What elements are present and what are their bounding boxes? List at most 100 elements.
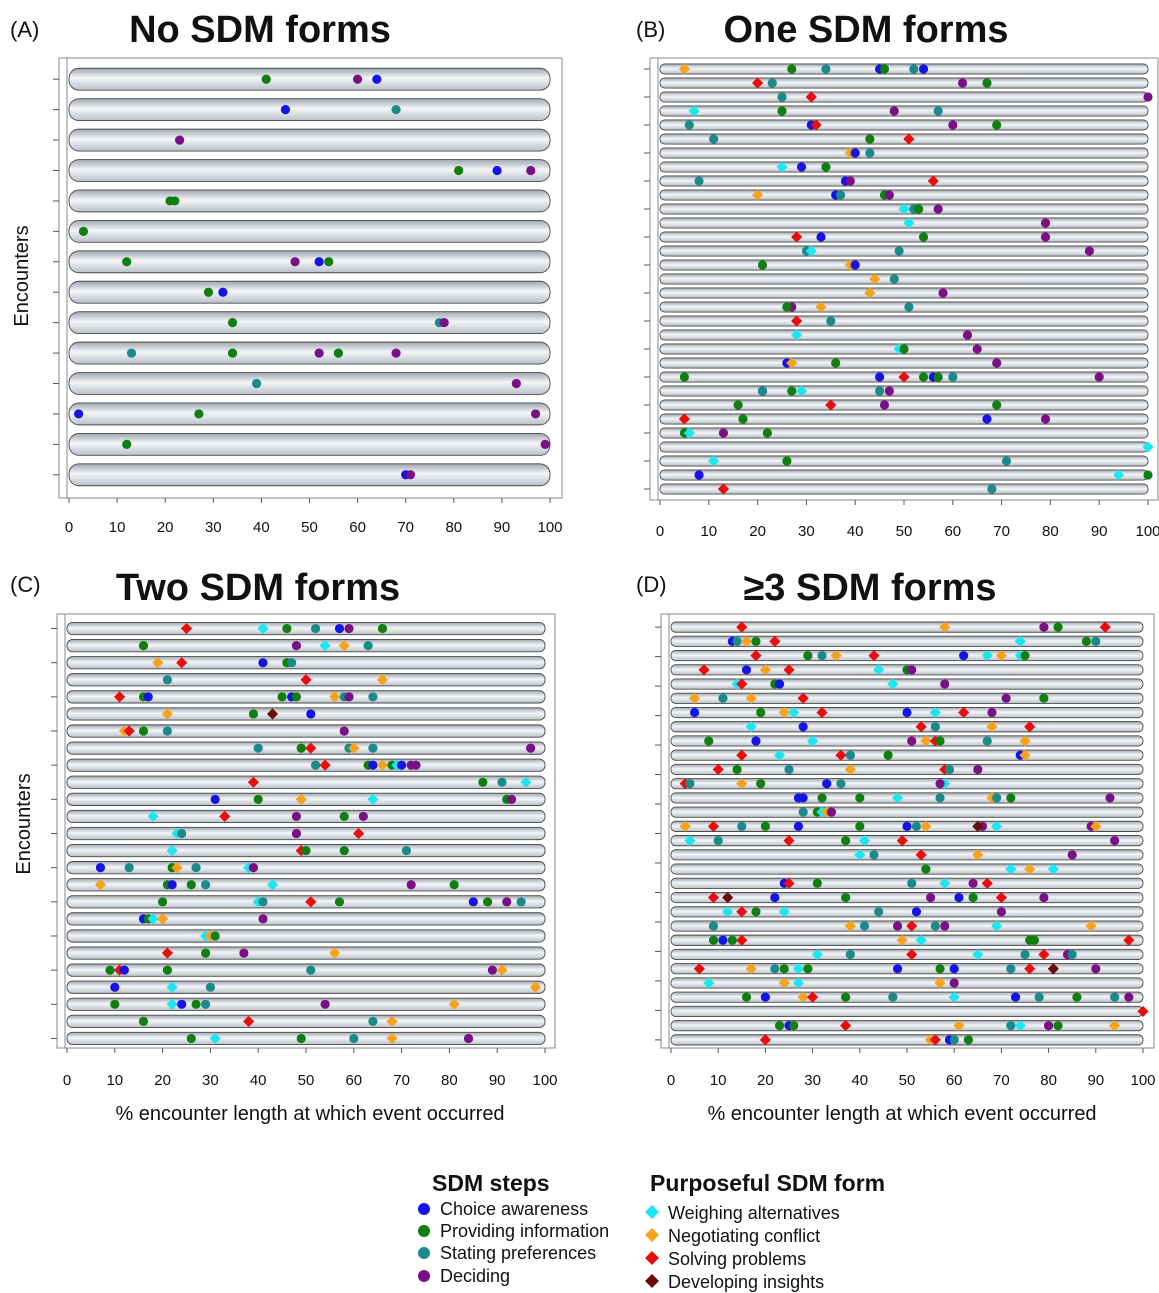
x-tick-label: 20 <box>749 523 766 540</box>
encounter-row <box>670 806 1144 818</box>
stating-preferences-marker <box>368 743 378 753</box>
encounter-row <box>66 690 546 704</box>
providing-information-marker <box>170 196 180 206</box>
providing-information-marker <box>787 386 797 396</box>
stating-preferences-marker <box>869 850 879 860</box>
providing-information-marker <box>296 1033 306 1044</box>
stating-preferences-marker <box>368 692 378 702</box>
encounter-row <box>66 826 546 841</box>
providing-information-marker <box>1143 470 1153 480</box>
encounter-row <box>66 673 546 687</box>
negotiating-conflict-marker <box>844 920 856 932</box>
solving-problems-marker <box>816 706 828 719</box>
weighing-alternatives-marker <box>683 427 695 439</box>
encounter-bar <box>68 463 551 487</box>
stating-preferences-marker <box>708 921 719 931</box>
weighing-alternatives-marker <box>807 735 819 747</box>
weighing-alternatives-marker <box>805 245 817 257</box>
encounter-bar <box>659 427 1149 439</box>
providing-information-marker <box>992 120 1002 130</box>
stating-preferences-marker <box>845 949 855 960</box>
encounter-bar <box>66 963 546 977</box>
stating-preferences-marker <box>948 372 958 382</box>
encounter-bar <box>659 63 1149 75</box>
encounter-row <box>670 835 1144 847</box>
legend: SDM steps Choice awareness Providing inf… <box>418 1170 885 1292</box>
solving-problems-marker <box>906 948 918 961</box>
encounter-row <box>659 455 1149 467</box>
stating-preferences-marker <box>684 120 694 130</box>
weighing-alternatives-marker <box>703 977 715 989</box>
providing-information-marker <box>817 793 827 803</box>
solving-problems-marker <box>981 877 993 889</box>
deciding-marker <box>344 623 354 634</box>
encounter-bar <box>68 189 551 213</box>
stating-preferences-marker <box>191 863 201 873</box>
solving-problems-marker <box>769 635 781 647</box>
choice-awareness-marker <box>74 409 84 419</box>
providing-information-marker <box>921 864 931 874</box>
deciding-marker <box>992 358 1002 368</box>
circle-icon <box>418 1225 430 1237</box>
x-tick-label: 80 <box>441 1072 458 1089</box>
providing-information-marker <box>899 344 909 354</box>
choice-awareness-marker <box>774 679 785 689</box>
encounter-row <box>66 639 546 653</box>
providing-information-marker <box>158 897 168 907</box>
providing-information-marker <box>377 623 388 634</box>
providing-information-marker <box>339 845 349 856</box>
encounter-row <box>66 895 546 909</box>
deciding-marker <box>175 135 185 145</box>
deciding-marker <box>996 907 1007 917</box>
stating-preferences-marker <box>909 64 919 74</box>
encounter-row <box>659 483 1149 495</box>
negotiating-conflict-marker <box>986 721 998 733</box>
panel-c-label: (C) <box>10 572 41 597</box>
x-tick-label: 10 <box>700 523 717 540</box>
panel-b-title: One SDM forms <box>723 9 1008 51</box>
choice-awareness-marker <box>167 880 177 890</box>
providing-information-marker <box>277 692 287 702</box>
encounter-row <box>659 231 1149 243</box>
stating-preferences-marker <box>1034 992 1044 1002</box>
providing-information-marker <box>914 204 924 214</box>
stating-preferences-marker <box>888 992 898 1002</box>
encounter-bar <box>66 929 546 943</box>
stating-preferences-marker <box>306 965 316 975</box>
providing-information-marker <box>210 931 220 941</box>
stating-preferences-marker <box>709 134 719 144</box>
providing-information-marker <box>1081 636 1091 646</box>
providing-information-marker <box>261 74 271 84</box>
stating-preferences-marker <box>713 836 723 846</box>
legend-step-label: Choice awareness <box>440 1199 588 1219</box>
negotiating-conflict-marker <box>171 862 183 874</box>
x-tick-label: 50 <box>301 519 318 536</box>
solving-problems-marker <box>906 920 918 932</box>
solving-problems-marker <box>958 706 970 719</box>
providing-information-marker <box>756 779 766 789</box>
encounter-bar <box>66 826 546 841</box>
solving-problems-marker <box>898 371 910 383</box>
stating-preferences-marker <box>845 750 855 760</box>
providing-information-marker <box>982 78 992 88</box>
encounter-row <box>670 977 1144 989</box>
weighing-alternatives-marker <box>981 649 993 662</box>
deciding-marker <box>1084 246 1095 256</box>
providing-information-marker <box>803 650 813 661</box>
stating-preferences-marker <box>982 736 992 746</box>
providing-information-marker <box>186 880 196 890</box>
encounter-row <box>670 877 1144 889</box>
encounter-bar <box>670 635 1144 647</box>
encounter-row <box>659 105 1149 117</box>
encounter-row <box>659 399 1149 411</box>
deciding-marker <box>940 679 950 689</box>
encounter-bar <box>670 735 1144 747</box>
solving-problems-marker <box>783 877 795 889</box>
encounter-row <box>670 934 1144 946</box>
negotiating-conflict-marker <box>778 977 790 989</box>
negotiating-conflict-marker <box>786 357 798 369</box>
solving-problems-marker <box>300 674 312 686</box>
stating-preferences-marker <box>930 921 940 931</box>
legend-form-negotiating-conflict: Negotiating conflict <box>645 1226 820 1246</box>
choice-awareness-marker <box>119 965 129 975</box>
